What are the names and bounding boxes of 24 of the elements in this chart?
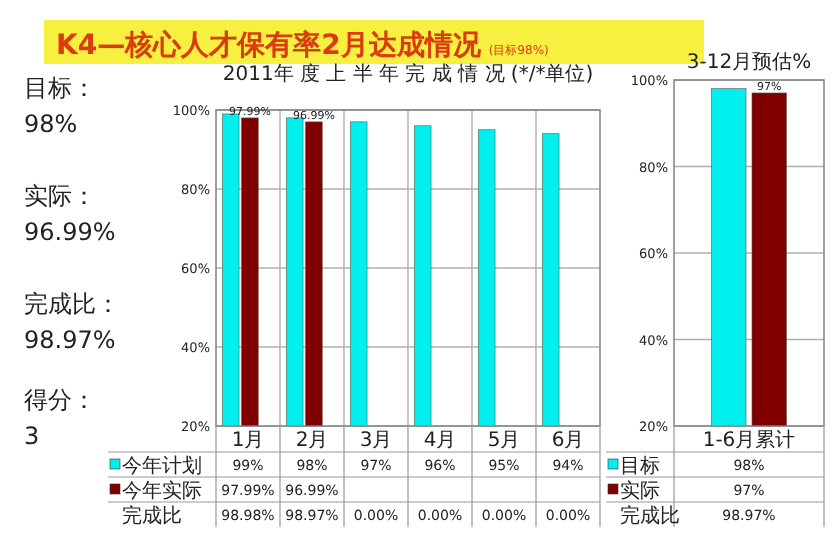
text: 98%	[24, 110, 78, 138]
text: 实际：	[24, 182, 96, 210]
text: 完成比	[620, 504, 680, 528]
x-tick-label: 5月	[487, 430, 521, 452]
x-tick-label: 1-6月累计	[702, 428, 796, 452]
text: 得分：	[24, 386, 96, 414]
legend-label: 今年计划	[122, 454, 202, 478]
text: 3	[24, 422, 40, 450]
text: 目标：	[24, 74, 96, 102]
legend-label: 今年实际	[122, 479, 202, 503]
x-tick-label: 2月	[295, 430, 329, 452]
x-tick-label: 3月	[359, 430, 393, 452]
x-tick-label: 4月	[423, 430, 457, 452]
text: 98.97%	[24, 326, 116, 354]
text: 完成比	[122, 504, 182, 528]
text: 完成比：	[24, 290, 120, 318]
chart-title: 2011年 度 上 半 年 完 成 情 况 (*/*单位)	[222, 62, 594, 86]
legend-label: 目标	[620, 454, 660, 478]
chart-title: 3-12月预估%	[686, 52, 812, 74]
x-tick-label: 6月	[551, 430, 585, 452]
x-tick-label: 1月	[231, 430, 265, 452]
legend-label: 实际	[620, 479, 660, 503]
text: K4—核心人才保有率2月达成情况	[56, 28, 483, 62]
text: 96.99%	[24, 218, 116, 246]
